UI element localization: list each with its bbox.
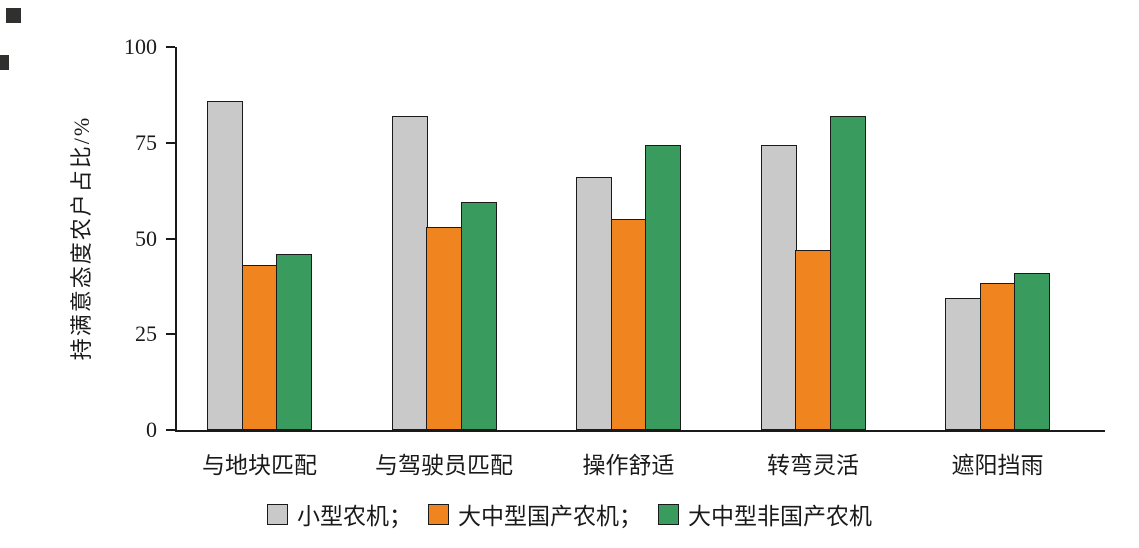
bar-series-1-group-2	[391, 115, 428, 430]
bar-series-3-group-1	[276, 253, 312, 430]
legend-swatch	[267, 503, 288, 525]
bar-series-2-group-3	[610, 219, 647, 430]
bar-group-4: 转弯灵活	[760, 47, 866, 478]
bar-series-3-group-3	[645, 144, 681, 430]
bar-series-1-group-4	[760, 144, 797, 430]
scan-artifact	[0, 55, 9, 70]
y-tick: 75	[135, 130, 175, 156]
y-tick: 0	[146, 417, 175, 443]
bar-series-1-group-3	[576, 177, 612, 430]
legend-item-2: 大中型国产农机；	[428, 497, 642, 531]
y-tick: 100	[124, 34, 175, 60]
bar-series-3-group-4	[829, 115, 866, 430]
y-tick: 25	[135, 321, 175, 347]
bar-series-2-group-1	[241, 265, 278, 430]
bar-series-2-group-4	[795, 250, 831, 430]
y-tick-label: 50	[135, 225, 157, 251]
y-tick-mark	[166, 429, 175, 431]
legend-swatch	[428, 503, 449, 525]
y-tick-label: 75	[135, 129, 157, 155]
bar-series-3-group-2	[460, 202, 497, 430]
legend-item-3: 大中型非国产农机	[658, 497, 872, 531]
y-tick-label: 25	[135, 321, 157, 347]
legend: 小型农机； 大中型国产农机； 大中型非国产农机	[0, 497, 1139, 531]
plot-area: 与地块匹配 与驾驶员匹配 操作舒适 转弯灵活 遮阳挡雨 0 25 50 75 100	[124, 34, 1105, 478]
legend-label: 大中型国产农机；	[458, 504, 642, 529]
x-category-label: 转弯灵活	[767, 453, 859, 478]
bars-container: 与地块匹配 与驾驶员匹配 操作舒适 转弯灵活 遮阳挡雨	[177, 47, 1105, 478]
legend-swatch	[658, 503, 679, 525]
y-tick-label: 100	[124, 34, 157, 59]
bar-series-1-group-5	[945, 297, 981, 430]
legend-item-1: 小型农机；	[267, 497, 412, 531]
y-tick-label: 0	[146, 417, 157, 442]
legend-label: 大中型非国产农机	[688, 504, 872, 529]
x-category-label: 与地块匹配	[202, 453, 317, 478]
x-category-label: 操作舒适	[582, 453, 675, 478]
x-category-label: 遮阳挡雨	[951, 453, 1044, 478]
y-tick-mark	[166, 333, 175, 336]
bar-series-2-group-2	[426, 227, 462, 430]
y-axis-title: 持满意态度农户占比/%	[69, 115, 94, 361]
bar-group-5: 遮阳挡雨	[945, 47, 1050, 478]
scan-artifact	[6, 8, 21, 23]
y-tick-mark	[166, 141, 175, 144]
bar-series-2-group-5	[979, 282, 1016, 430]
y-tick-mark	[166, 237, 175, 240]
bar-group-2: 与驾驶员匹配	[375, 47, 513, 478]
bar-series-1-group-1	[207, 100, 243, 430]
bar-group-3: 操作舒适	[576, 47, 681, 478]
y-tick: 50	[135, 226, 175, 252]
legend-label: 小型农机；	[297, 504, 412, 529]
x-category-label: 与驾驶员匹配	[375, 453, 513, 478]
y-tick-mark	[166, 46, 175, 48]
bar-series-3-group-5	[1014, 272, 1050, 430]
bar-group-1: 与地块匹配	[202, 47, 317, 478]
